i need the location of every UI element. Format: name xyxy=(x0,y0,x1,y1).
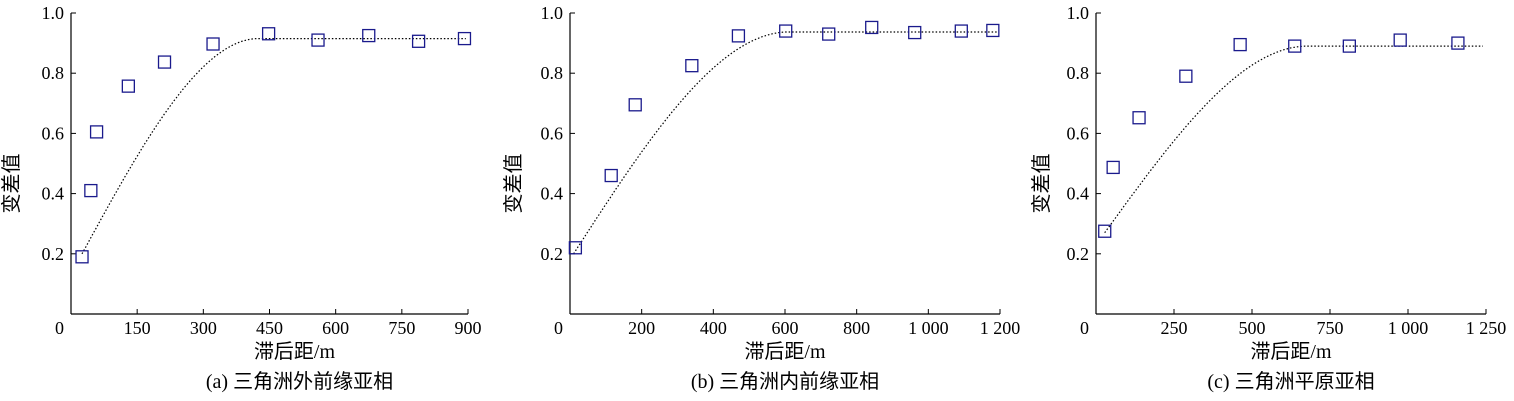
data-point xyxy=(1098,224,1112,238)
x-axis-label: 滞后距/m xyxy=(744,340,826,363)
x-tick-label: 1 000 xyxy=(908,318,949,338)
x-tick-label: 1 200 xyxy=(980,318,1021,338)
data-point xyxy=(84,183,98,198)
panel-caption: (b) 三角洲内前缘亚相 xyxy=(691,370,879,393)
data-point xyxy=(411,34,426,48)
data-point xyxy=(779,24,793,38)
x-tick-label: 800 xyxy=(843,318,870,338)
panel-caption: (c) 三角洲平原亚相 xyxy=(1207,370,1374,393)
data-point xyxy=(908,25,922,40)
y-axis-label: 变差值 xyxy=(502,154,525,214)
y-tick-label: 0.4 xyxy=(541,184,564,204)
y-tick-label: 0.4 xyxy=(1067,184,1090,204)
data-point xyxy=(822,27,836,41)
x-tick-label: 0 xyxy=(1080,318,1089,338)
x-tick-label: 900 xyxy=(455,318,482,338)
y-tick-label: 0.8 xyxy=(1067,63,1090,83)
data-point xyxy=(731,29,746,43)
y-tick-label: 0.6 xyxy=(541,123,564,143)
y-tick-label: 0.8 xyxy=(42,63,65,83)
data-point xyxy=(568,241,583,255)
y-tick-label: 0.8 xyxy=(541,63,564,83)
x-tick-label: 500 xyxy=(1239,318,1266,338)
y-tick-label: 0.2 xyxy=(42,244,65,264)
panel-a: 0.2 0.4 0.6 0.8 1.0 0 150 300 450 600 750 900 滞后距/m 变… xyxy=(0,3,482,393)
y-tick-label: 1.0 xyxy=(42,3,65,23)
data-point xyxy=(1179,69,1193,83)
data-point xyxy=(954,24,968,38)
x-tick-label: 150 xyxy=(124,318,151,338)
x-tick-label: 450 xyxy=(256,318,283,338)
x-axis-label: 滞后距/m xyxy=(1250,340,1332,363)
y-axis-label: 变差值 xyxy=(1030,154,1053,214)
data-point xyxy=(75,250,89,264)
fit-curve xyxy=(1104,45,1483,234)
data-point xyxy=(157,55,172,69)
data-point xyxy=(628,98,642,112)
y-tick-label: 0.6 xyxy=(1067,123,1090,143)
y-axis-label: 变差值 xyxy=(0,154,23,214)
data-point xyxy=(1233,37,1247,52)
data-point xyxy=(986,23,1000,38)
x-tick-label: 1 000 xyxy=(1388,318,1429,338)
x-tick-label: 0 xyxy=(55,318,64,338)
data-point xyxy=(1393,33,1407,47)
y-tick-label: 1.0 xyxy=(541,3,564,23)
y-tick-label: 0.6 xyxy=(42,123,65,143)
x-tick-label: 200 xyxy=(628,318,655,338)
data-point xyxy=(121,79,135,93)
data-point xyxy=(89,125,104,139)
data-point xyxy=(1342,39,1356,53)
panel-b: 0.2 0.4 0.6 0.8 1.0 0 200 400 600 800 1 000 1 200 滞后… xyxy=(502,3,1020,393)
data-point xyxy=(261,27,276,41)
y-tick-label: 1.0 xyxy=(1067,3,1090,23)
data-point xyxy=(1451,36,1465,50)
x-tick-label: 300 xyxy=(190,318,217,338)
data-point xyxy=(311,33,325,47)
data-point xyxy=(206,37,220,51)
data-point xyxy=(362,28,376,43)
x-tick-label: 1 250 xyxy=(1466,318,1507,338)
data-point xyxy=(1132,111,1146,125)
y-tick-label: 0.4 xyxy=(42,184,65,204)
x-tick-label: 750 xyxy=(388,318,415,338)
x-tick-label: 600 xyxy=(772,318,799,338)
data-point xyxy=(457,31,472,46)
data-point xyxy=(604,168,618,183)
panel-c: 0.2 0.4 0.6 0.8 1.0 0 250 500 750 1 000 1 250 滞后距/m… xyxy=(1030,3,1506,393)
data-point xyxy=(1288,39,1302,53)
data-point xyxy=(865,20,879,35)
x-tick-label: 400 xyxy=(700,318,727,338)
y-tick-label: 0.2 xyxy=(541,244,564,264)
fit-curve xyxy=(81,38,466,255)
panel-caption: (a) 三角洲外前缘亚相 xyxy=(206,370,393,393)
data-point xyxy=(685,59,699,73)
x-tick-label: 0 xyxy=(554,318,563,338)
fit-curve xyxy=(573,31,999,255)
y-tick-label: 0.2 xyxy=(1067,244,1090,264)
x-tick-label: 250 xyxy=(1161,318,1188,338)
x-tick-label: 750 xyxy=(1317,318,1344,338)
x-tick-label: 600 xyxy=(322,318,349,338)
x-axis-label: 滞后距/m xyxy=(254,340,336,363)
data-point xyxy=(1106,160,1120,175)
